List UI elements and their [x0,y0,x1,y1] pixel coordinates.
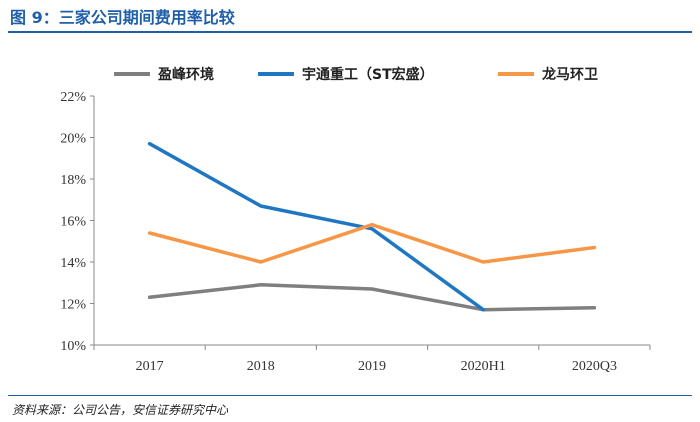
x-tick-label: 2018 [247,359,275,374]
legend-label: 宇通重工（ST宏盛） [302,66,434,83]
data-point [259,260,263,264]
data-point [148,231,152,235]
y-tick-label: 14% [60,256,86,271]
series-group [147,141,597,312]
data-point [592,306,596,310]
x-tick-label: 2017 [136,359,164,374]
title-divider [8,31,692,33]
source-note: 资料来源：公司公告，安信证券研究中心 [12,403,229,417]
x-tick-label: 2020Q3 [572,359,617,374]
x-tick-label: 2020H1 [461,359,506,374]
y-tick-label: 22% [60,90,86,105]
y-tick-label: 12% [60,298,86,313]
data-point [481,308,485,312]
y-tick-label: 18% [60,173,86,188]
chart-title: 图 9：三家公司期间费用率比较 [10,8,235,27]
footer-divider [8,395,692,396]
y-tick-label: 20% [60,132,86,147]
data-point [370,227,374,231]
legend: 盈峰环境 宇通重工（ST宏盛） 龙马环卫 [114,66,598,83]
data-point [259,204,263,208]
data-point [481,260,485,264]
series-line-1 [147,141,485,312]
y-tick-label: 16% [60,215,86,230]
data-point [370,223,374,227]
legend-label: 盈峰环境 [157,66,214,83]
data-point [592,245,596,249]
legend-label: 龙马环卫 [541,66,598,83]
x-tick-label: 2019 [358,359,386,374]
y-tick-label: 10% [60,339,86,354]
data-point [148,295,152,299]
data-point [370,287,374,291]
data-point [259,283,263,287]
axes: 10% 12% 14% 16% 18% 20% 22% 2017 2018 2019 2020H1 2… [60,90,651,374]
data-point [148,142,152,146]
